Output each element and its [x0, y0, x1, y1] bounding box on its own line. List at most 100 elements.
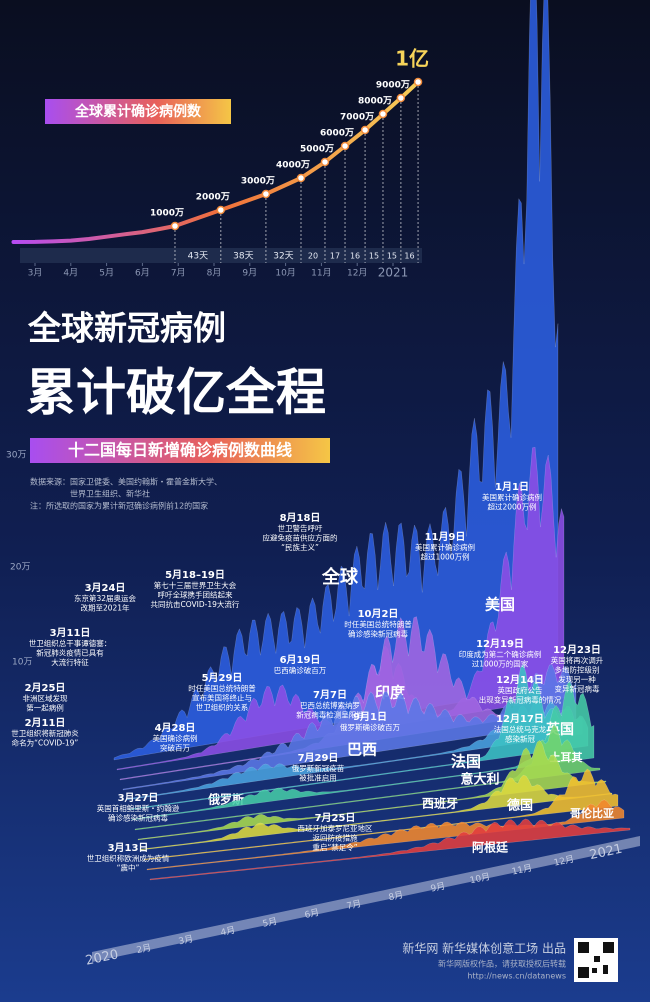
event-text: 确诊感染新冠病毒	[348, 629, 408, 639]
event-text: 第一起病例	[26, 703, 64, 713]
event-date: 8月18日	[280, 512, 321, 524]
subtitle-box	[30, 438, 330, 463]
country-label: 西班牙	[422, 796, 458, 811]
event-date: 7月25日	[315, 812, 356, 824]
milestone-point	[413, 77, 423, 87]
country-label: 哥伦比亚	[570, 806, 614, 820]
ridge	[143, 768, 619, 861]
interval-label: 17	[330, 252, 340, 261]
chart-title: 全球累计确诊病例数	[74, 103, 202, 120]
event-text: 时任美国总统特朗普	[188, 683, 256, 693]
event-text: 宣布美国将终止与	[192, 693, 252, 703]
x-tick-label: 8月	[207, 268, 222, 279]
event-date: 1月1日	[495, 481, 529, 493]
milestone-point	[320, 157, 330, 167]
event-text: 东京第32届奥运会	[74, 593, 137, 603]
ridge	[128, 663, 589, 811]
event-text: 大流行特征	[51, 657, 89, 667]
event-text: 世卫组织将新冠肺炎	[11, 728, 79, 738]
milestone-label: 1000万	[150, 208, 184, 219]
event-date: 3月24日	[85, 582, 126, 594]
interval-label: 38天	[233, 252, 253, 262]
country-label: 法国	[451, 753, 481, 771]
country-label: 全球	[321, 566, 359, 588]
milestone-label: 1亿	[395, 47, 429, 71]
event-text: 共同抗击COVID-19大流行	[151, 599, 240, 609]
event-text: 西班牙加泰罗尼亚地区	[298, 823, 373, 833]
event-text: “震中”	[117, 863, 140, 873]
event-text: 超过2000万例	[487, 502, 536, 512]
milestone-label: 4000万	[276, 160, 310, 171]
event-text: 世卫组织称欧洲成为疫情	[87, 853, 170, 863]
event-text: “民族主义”	[281, 542, 319, 552]
event-text: 时任美国总统特朗普	[344, 619, 412, 629]
main-title: 全球新冠病例	[27, 309, 226, 348]
credit: 新华网 新华媒体创意工场 出品	[402, 941, 566, 956]
event-date: 12月14日	[496, 674, 544, 686]
event-text: 世卫组织的关系	[196, 702, 249, 712]
event-text: 第七十三届世界卫生大会	[154, 580, 237, 590]
ridge	[113, 0, 559, 761]
event-date: 7月7日	[313, 689, 347, 701]
event-text: 巴西总统博索纳罗	[300, 700, 360, 710]
date-label: 6月	[304, 907, 321, 921]
country-label: 意大利	[460, 772, 499, 788]
milestone-point	[261, 189, 271, 199]
event-date: 3月27日	[118, 792, 159, 804]
source: 世界卫生组织、新华社	[70, 489, 150, 499]
event-text: 应避免疫苗供应方面的	[263, 533, 338, 543]
event-date: 2月11日	[25, 717, 66, 729]
event-text: 被批准启用	[299, 773, 337, 783]
event-text: 巴西确诊破百万	[274, 665, 327, 675]
value-axis-label: 20万	[10, 563, 30, 573]
value-axis-label: 30万	[6, 451, 26, 461]
milestone-point	[378, 109, 388, 119]
event-text: 法国总统马克龙	[494, 724, 547, 734]
event-date: 10月2日	[358, 608, 399, 620]
event-date: 12月19日	[476, 638, 524, 650]
x-tick-label: 10月	[275, 268, 295, 279]
milestone-label: 3000万	[241, 176, 275, 187]
event-text: 过1000万的国家	[472, 659, 529, 669]
x-tick-label: 12月	[347, 268, 367, 279]
country-label: 美国	[485, 596, 515, 614]
milestone-point	[170, 221, 180, 231]
event-text: 英国将再次调升	[551, 655, 604, 665]
event-date: 3月13日	[108, 842, 149, 854]
event-text: 美国确诊病例	[153, 733, 198, 743]
event-date: 12月23日	[553, 644, 601, 656]
event-text: 发现另一种	[558, 674, 596, 684]
date-label: 5月	[262, 916, 279, 930]
event-text: 呼吁全球携手团结起来	[158, 590, 233, 600]
x-tick-label: 7月	[171, 268, 186, 279]
event-text: 印度成为第二个确诊病例	[459, 649, 542, 659]
event-text: 改期至2021年	[80, 603, 130, 613]
interval-label: 15	[387, 252, 397, 261]
event-text: 返回防疫措施	[313, 833, 358, 843]
qr-code	[574, 938, 618, 982]
date-label: 10月	[469, 871, 491, 886]
milestone-label: 6000万	[320, 128, 354, 139]
event-text: 命名为“COVID-19”	[12, 738, 79, 748]
country-label: 巴西	[347, 741, 377, 759]
event-text: 出现变异新冠病毒的情况	[479, 695, 562, 705]
event-text: 英国政府公告	[498, 685, 543, 695]
subtitle: 十二国每日新增确诊病例数曲线	[68, 441, 292, 460]
event-text: 多地防控级别	[555, 665, 600, 675]
event-date: 11月9日	[425, 531, 466, 543]
milestone-point	[360, 125, 370, 135]
event-date: 5月18–19日	[165, 569, 225, 581]
milestone-label: 5000万	[300, 144, 334, 155]
x-tick-label: 11月	[311, 268, 331, 279]
event-date: 4月28日	[155, 722, 196, 734]
event-text: 世卫组织总干事谭德塞：	[29, 638, 112, 648]
value-axis-label: 10万	[12, 658, 32, 668]
milestone-label: 8000万	[358, 96, 392, 107]
interval-label: 32天	[273, 252, 293, 262]
event-text: 俄罗斯确诊破百万	[340, 722, 400, 732]
milestone-point	[216, 205, 226, 215]
event-date: 9月1日	[353, 711, 387, 723]
